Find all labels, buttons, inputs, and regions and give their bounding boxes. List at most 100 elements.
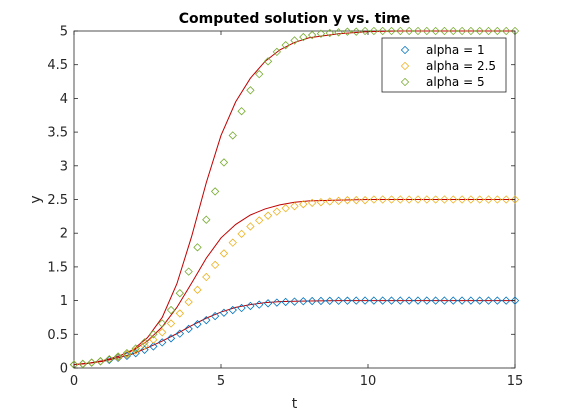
data-point [219,158,229,167]
data-point [404,195,414,204]
data-point [131,344,140,353]
data-point [140,341,149,350]
data-point [369,296,379,305]
data-point [113,352,123,361]
data-point [360,296,370,305]
x-tick-label: 15 [507,374,524,389]
data-point [105,355,114,364]
data-point [325,296,334,305]
x-tick-label: 10 [360,374,377,389]
data-point [290,297,299,306]
data-point [237,229,246,239]
data-point [334,196,343,206]
legend-marker-1 [400,45,410,55]
y-tick-label: 1.5 [47,260,68,275]
data-point [413,195,423,204]
data-point [140,338,149,347]
data-point [343,296,352,305]
data-point [193,243,202,252]
data-point [378,26,387,36]
data-point [510,195,520,204]
data-point [184,324,193,334]
data-point [237,303,246,313]
data-point [360,26,370,36]
data-point [87,358,96,367]
data-point [422,195,431,204]
data-point [510,296,520,305]
data-point [175,289,185,298]
data-point [369,195,379,204]
data-point [210,187,220,196]
data-point [166,305,176,315]
data-point [387,195,396,204]
data-point [307,30,317,40]
data-point [334,28,343,37]
data-point [210,311,220,321]
y-tick-label: 1 [60,294,68,309]
data-point [263,57,273,66]
x-axis-label: t [292,396,298,412]
y-axis-label: y [28,195,44,203]
data-point [272,298,282,307]
data-point [325,28,334,38]
data-point [246,222,255,231]
data-point [237,107,246,116]
data-point [272,207,282,216]
data-point [484,195,493,204]
data-point [475,296,484,305]
series-3-markers [69,26,520,369]
data-point [299,297,308,306]
data-point [457,296,467,305]
data-point [466,296,476,305]
data-point [202,272,211,282]
data-point [202,215,211,224]
data-point [246,86,255,95]
data-point [466,26,476,36]
data-point [263,299,273,308]
data-point [193,320,202,329]
legend-marker-2 [400,61,410,71]
data-point [387,296,396,305]
data-point [316,198,326,207]
data-point [502,296,511,305]
data-point [113,353,123,362]
data-point [316,29,326,38]
data-point [493,195,502,204]
data-point [210,260,220,270]
data-point [219,308,229,317]
data-point [263,211,273,220]
data-point [158,319,167,328]
data-point [228,238,237,247]
data-point [158,328,167,337]
data-point [449,26,458,36]
data-point [149,342,158,351]
data-point [193,285,202,294]
data-point [396,26,405,36]
data-point [378,195,387,204]
x-tick-label: 5 [217,374,225,389]
data-point [140,345,149,354]
data-point [413,26,423,36]
data-point [396,195,405,204]
data-point [369,26,379,36]
data-point [122,349,132,358]
legend: alpha = 1 alpha = 2.5 alpha = 5 [381,37,507,93]
data-point [158,338,167,347]
data-point [457,195,467,204]
data-point [307,296,317,306]
data-point [202,315,211,325]
data-point [281,40,290,50]
data-point [228,131,237,140]
data-point [440,195,449,204]
y-tick-label: 0 [60,362,68,377]
y-tick-label: 4.5 [47,58,68,73]
data-point [228,305,237,315]
data-point [493,26,502,36]
data-point [334,296,343,305]
data-point [255,300,264,309]
y-tick-label: 2 [60,227,68,242]
data-point [502,195,511,204]
data-point [255,69,264,79]
data-point [449,195,458,204]
data-point [166,319,176,328]
